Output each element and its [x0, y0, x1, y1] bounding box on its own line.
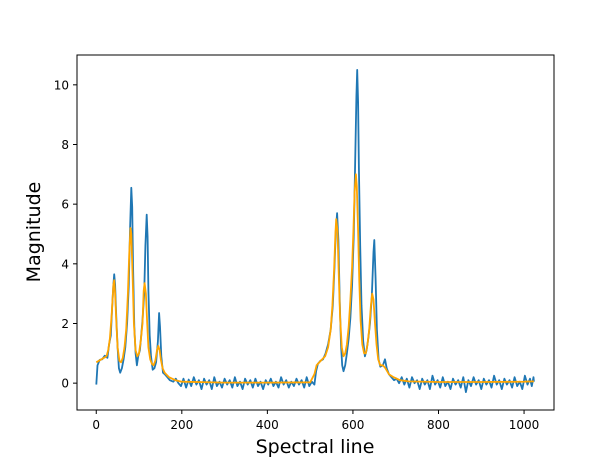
y-axis-label: Magnitude: [23, 182, 45, 283]
series-layer: [95, 69, 535, 394]
y-tick-label: 0: [61, 377, 69, 391]
x-tick-label: 200: [170, 418, 193, 432]
x-tick-label: 400: [256, 418, 279, 432]
x-tick-label: 1000: [509, 418, 540, 432]
series-line-2: [95, 173, 534, 384]
plot-frame: [76, 54, 555, 411]
y-tick-label: 10: [54, 78, 69, 92]
y-tick-label: 4: [61, 257, 69, 271]
y-tick-label: 2: [61, 317, 69, 331]
x-tick-label: 600: [341, 418, 364, 432]
x-tick-label: 800: [427, 418, 450, 432]
y-tick-label: 8: [61, 138, 69, 152]
y-tick-label: 6: [61, 198, 69, 212]
y-axis-ticks: 0 2 4 6 8 10: [54, 78, 77, 391]
plot-area: [77, 55, 554, 410]
x-axis-ticks: 0 200 400 600 800 1000: [92, 410, 539, 432]
x-tick-label: 0: [92, 418, 100, 432]
series-line-1: [95, 69, 535, 394]
x-axis-label: Spectral line: [256, 436, 375, 458]
